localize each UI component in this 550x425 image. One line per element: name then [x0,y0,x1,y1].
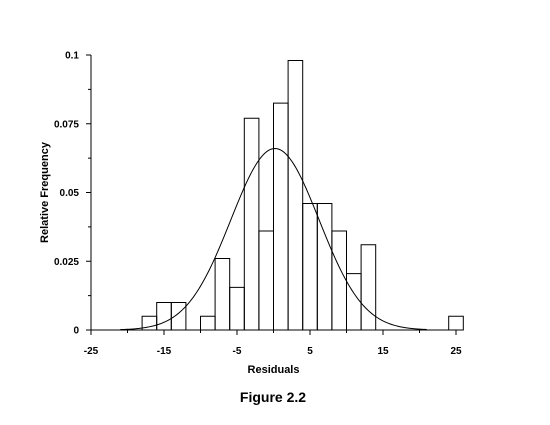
y-tick-label: 0.075 [54,119,79,130]
histogram-bar-10 [302,203,318,331]
histogram-bar-8 [273,102,289,331]
y-axis-title: Relative Frequency [39,141,51,243]
histogram-bar-13 [346,273,362,331]
x-tick-label: 25 [450,346,462,357]
x-tick-label: -5 [233,346,242,357]
x-tick-label: 15 [377,346,389,357]
y-axis-ticks: 0 0.025 0.05 0.075 0.1 [54,51,91,337]
histogram-bar-9 [287,60,304,331]
histogram-bar-11 [316,203,333,331]
x-tick-label: 5 [307,346,313,357]
histogram-bar-5 [229,286,245,331]
x-tick-label: -15 [157,346,172,357]
histogram-bar-2 [170,302,187,331]
y-tick-label: 0.1 [65,51,79,62]
y-tick-label: 0.05 [60,188,80,199]
histogram-bar-6 [243,117,260,331]
histogram-bar-1 [156,302,172,331]
histogram-bar-14 [360,244,377,331]
x-tick-label: -25 [84,346,99,357]
normal-curve [120,148,427,331]
histogram-bar-3 [200,315,216,331]
x-axis-title: Residuals [248,364,300,376]
histogram-bars [141,60,464,331]
x-axis-ticks: -25 -15 -5 5 15 25 [84,330,462,357]
histogram-bar-15 [448,315,464,331]
histogram-bar-4 [214,258,231,331]
histogram-bar-7 [258,230,274,331]
y-tick-label: 0.025 [54,257,79,268]
histogram-bar-12 [331,230,347,331]
figure-caption: Figure 2.2 [240,389,306,405]
y-tick-label: 0 [73,326,79,337]
